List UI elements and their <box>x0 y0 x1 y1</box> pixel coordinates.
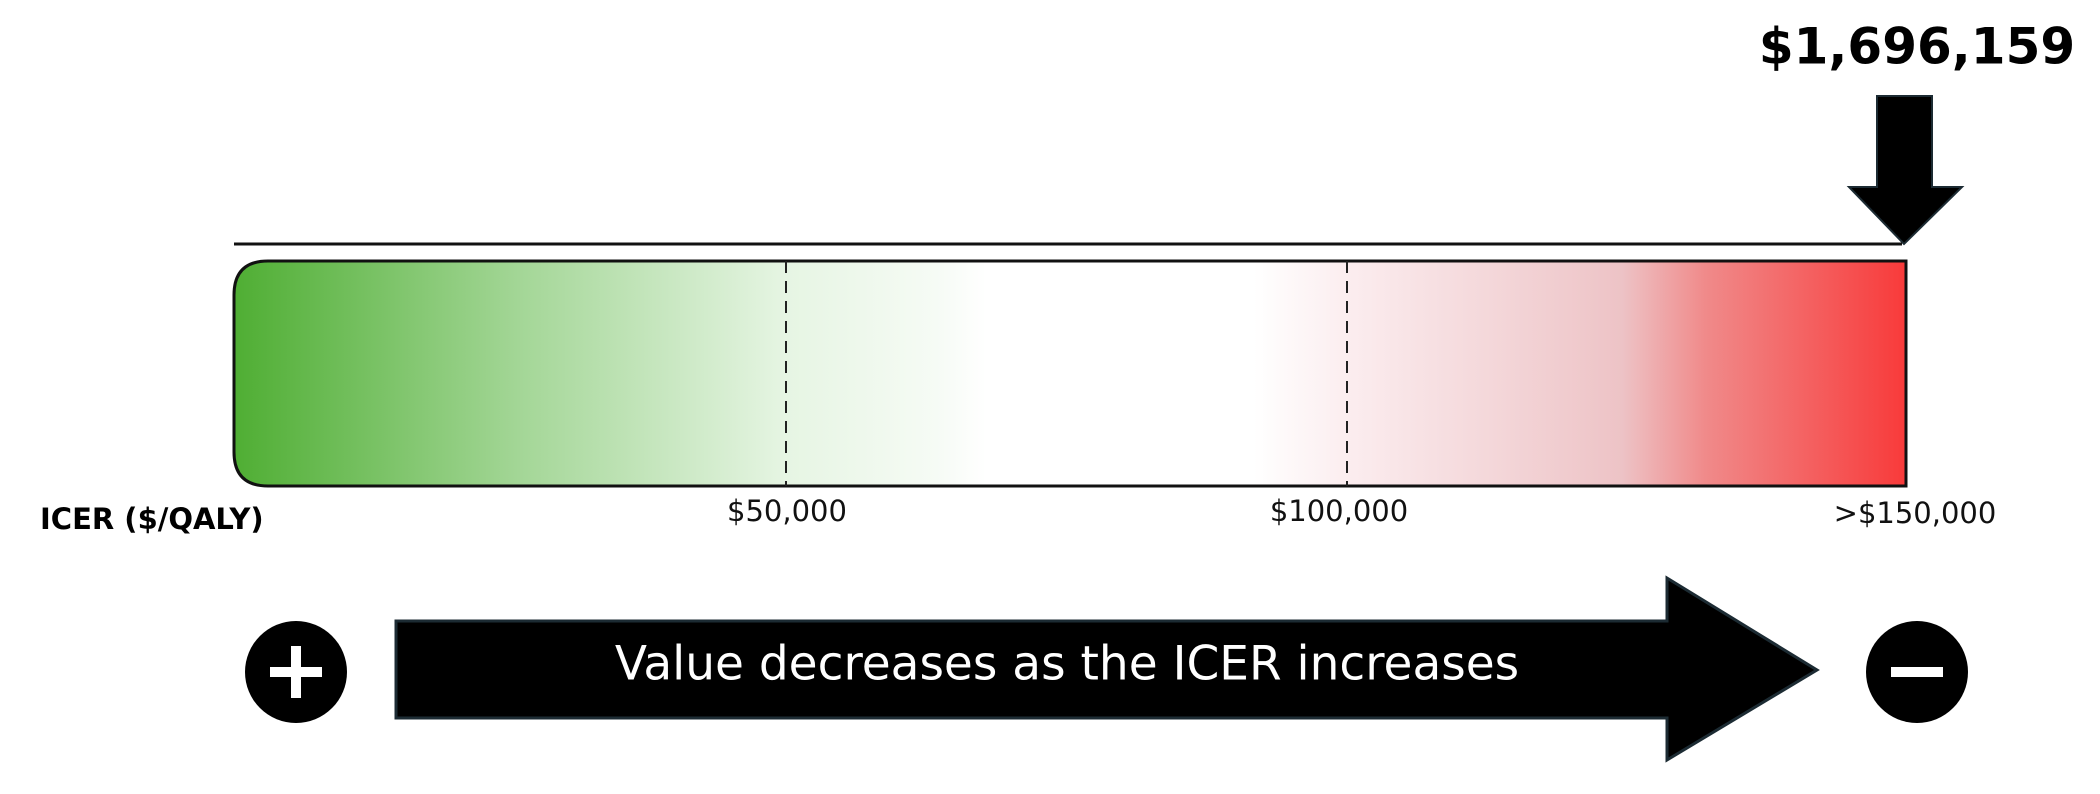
minus-icon-bar <box>1891 667 1943 677</box>
tick-label: >$150,000 <box>1834 496 1997 530</box>
indicator-arrow <box>1846 95 1965 246</box>
tick-label: $50,000 <box>727 494 847 528</box>
axis-label: ICER ($/QALY) <box>40 502 264 536</box>
direction-arrow <box>394 575 1820 763</box>
tick-label: $100,000 <box>1270 494 1408 528</box>
arrow-label: Value decreases as the ICER increases <box>615 637 1519 692</box>
plus-icon-bar <box>291 646 301 698</box>
indicator-label: $1,696,159 <box>1759 18 2075 76</box>
gradient-bar <box>232 259 1908 488</box>
